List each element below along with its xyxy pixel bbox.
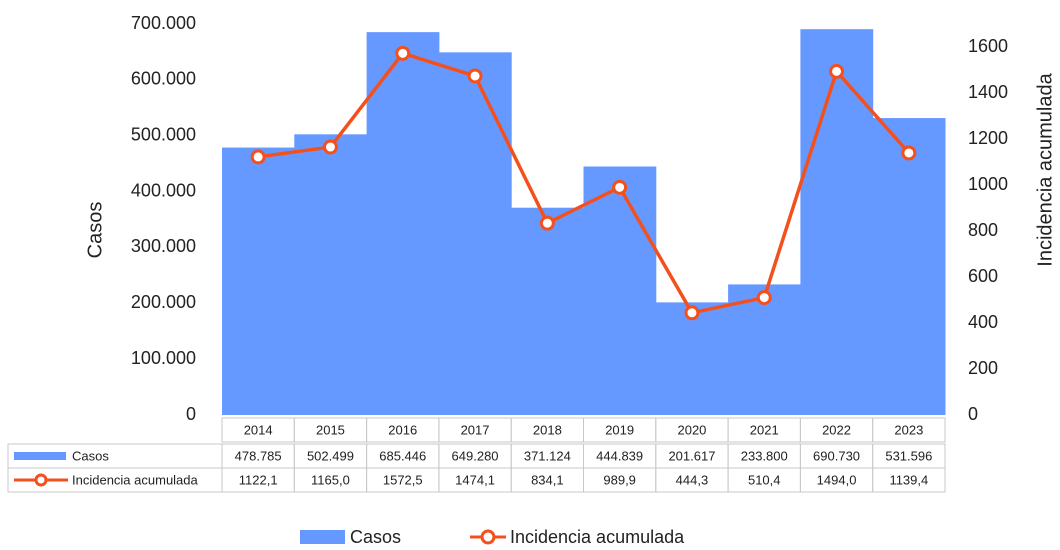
table-cell [872,417,946,443]
y-tick-label: 0 [186,404,196,424]
table-value: 444,3 [676,472,709,487]
table-value: 1474,1 [455,472,495,487]
table-value: 1572,5 [383,472,423,487]
y-tick-label: 600.000 [131,69,196,89]
table-value: 834,1 [531,472,564,487]
bar [366,32,440,415]
y-tick-label: 400.000 [131,180,196,200]
table-category: 2018 [533,422,562,437]
table-category: 2023 [894,422,923,437]
bar [294,134,368,415]
bar [583,166,657,415]
y2-tick-label: 1200 [968,128,1008,148]
table-cell [872,467,946,493]
table-category: 2016 [388,422,417,437]
table-value: 531.596 [885,448,932,463]
bar [655,302,729,415]
table-value: 1139,4 [889,472,928,487]
table-value: 1165,0 [311,472,350,487]
y2-tick-label: 0 [968,404,978,424]
y2-tick-label: 200 [968,358,998,378]
y-tick-label: 300.000 [131,236,196,256]
table-value: 478.785 [235,448,282,463]
legend-swatch [14,452,66,460]
marker [684,305,700,321]
y2-tick-label: 1000 [968,174,1008,194]
bar [800,29,874,416]
table-value: 1122,1 [239,472,278,487]
table-value: 989,9 [603,472,636,487]
legend-swatch [300,530,345,544]
marker [322,139,338,155]
legend-swatch [480,529,496,545]
table-value: 1494,0 [817,472,857,487]
legend-label: Casos [350,527,401,547]
marker [901,145,917,161]
table-series-name: Casos [72,448,109,463]
table-category: 2021 [750,422,779,437]
table-category: 2022 [822,422,851,437]
table-value: 690.730 [813,448,860,463]
table-category: 2015 [316,422,345,437]
bar [438,52,512,415]
legend-swatch [34,473,48,487]
marker [539,215,555,231]
marker [467,68,483,84]
y-tick-label: 100.000 [131,348,196,368]
y2-tick-label: 800 [968,220,998,240]
bar [511,207,584,415]
marker [250,149,266,165]
marker [612,179,628,195]
marker [829,63,845,79]
y2-tick-label: 600 [968,266,998,286]
table-category: 2020 [677,422,706,437]
y-tick-label: 200.000 [131,292,196,312]
y2-tick-label: 1600 [968,36,1008,56]
marker [395,45,411,61]
y-axis-title: Casos [84,202,106,259]
table-value: 233.800 [741,448,788,463]
table-category: 2019 [605,422,634,437]
table-value: 510,4 [748,472,781,487]
y-tick-label: 500.000 [131,124,196,144]
y-tick-label: 700.000 [131,13,196,33]
marker [756,290,772,306]
y2-tick-label: 1400 [968,82,1008,102]
legend-label: Incidencia acumulada [510,527,685,547]
bar [222,147,295,415]
table-category: 2017 [461,422,490,437]
line [257,51,911,315]
table-value: 444.839 [596,448,643,463]
bar [872,118,946,415]
table-value: 685.446 [379,448,426,463]
y2-axis-title: Incidencia acumulada [1034,72,1056,266]
bar [728,284,801,415]
table-category: 2014 [244,422,273,437]
table-value: 502.499 [307,448,354,463]
table-value: 371.124 [524,448,571,463]
table-value: 201.617 [668,448,715,463]
table-series-name: Incidencia acumulada [72,472,199,487]
y2-tick-label: 400 [968,312,998,332]
table-value: 649.280 [452,448,499,463]
